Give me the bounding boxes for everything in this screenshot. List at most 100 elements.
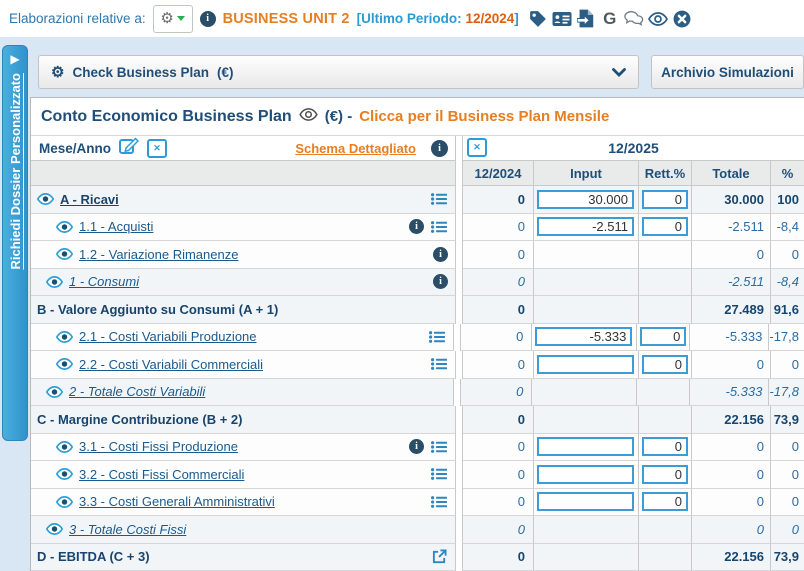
row-label[interactable]: 3.3 - Costi Generali Amministrativi — [79, 494, 275, 510]
rett-field[interactable] — [642, 354, 688, 374]
row-visibility-eye-icon[interactable] — [56, 440, 73, 453]
row-info-icon[interactable]: i — [409, 439, 424, 455]
monthly-plan-link[interactable]: Clicca per il Business Plan Mensile — [359, 108, 610, 125]
row-values: 0 -5.333-17,8 — [460, 378, 804, 406]
input-cell — [534, 406, 639, 434]
row-label[interactable]: A - Ricavi — [60, 191, 119, 207]
rett-field[interactable] — [642, 492, 688, 512]
row-list-icon[interactable] — [431, 440, 447, 453]
input-field[interactable] — [537, 189, 634, 209]
row-visibility-eye-icon[interactable] — [56, 220, 73, 233]
row-list-icon[interactable] — [431, 495, 447, 508]
row-list-icon[interactable] — [431, 358, 447, 371]
totale-value: -2.511 — [692, 268, 771, 296]
business-plan-card: Conto Economico Business Plan (€) - Clic… — [30, 97, 804, 571]
google-icon[interactable]: G — [600, 9, 620, 29]
tag-icon[interactable] — [528, 9, 548, 29]
row-visibility-eye-icon[interactable] — [56, 358, 73, 371]
input-field[interactable] — [535, 327, 633, 347]
row-label[interactable]: 1.1 - Acquisti — [79, 219, 154, 235]
close-period-icon[interactable]: ✕ — [467, 138, 487, 157]
row-label[interactable]: 2.2 - Costi Variabili Commerciali — [79, 356, 263, 372]
prev-period-value: 0 — [463, 433, 534, 461]
table-header-row-2: 12/2024 Input Rett.% Totale % — [31, 161, 804, 186]
prev-period-value: 0 — [463, 241, 534, 269]
totale-value: 0 — [692, 241, 771, 269]
chat-icon[interactable] — [624, 9, 644, 29]
input-field[interactable] — [537, 437, 634, 457]
input-field[interactable] — [537, 217, 634, 237]
row-visibility-eye-icon[interactable] — [46, 523, 63, 536]
rett-field[interactable] — [642, 464, 688, 484]
input-cell — [534, 351, 639, 379]
row-label[interactable]: 3 - Totale Costi Fissi — [69, 521, 187, 537]
row-visibility-eye-icon[interactable] — [46, 385, 63, 398]
external-link-icon[interactable] — [432, 549, 447, 564]
percent-value: -8,4 — [771, 268, 804, 296]
row-list-icon[interactable] — [431, 193, 447, 206]
clear-column-icon[interactable]: ✕ — [147, 138, 168, 158]
file-export-icon[interactable] — [576, 9, 596, 29]
table-row: C - Margine Contribuzione (B + 2) 0 22.156… — [31, 406, 804, 434]
schema-info-icon[interactable]: i — [431, 139, 448, 157]
row-label[interactable]: 3.2 - Costi Fissi Commerciali — [79, 466, 245, 482]
row-visibility-eye-icon[interactable] — [56, 248, 73, 261]
schema-dettagliato-link[interactable]: Schema Dettagliato — [295, 140, 416, 156]
row-label[interactable]: 2.1 - Costi Variabili Produzione — [79, 329, 257, 345]
rett-cell — [639, 543, 692, 571]
column-header-percent: % — [771, 161, 804, 186]
row-list-icon[interactable] — [431, 468, 447, 481]
title-eye-icon[interactable] — [299, 107, 318, 126]
input-cell — [534, 296, 639, 324]
row-info-icon[interactable]: i — [409, 219, 424, 235]
input-field[interactable] — [537, 492, 634, 512]
row-visibility-eye-icon[interactable] — [56, 495, 73, 508]
id-card-icon[interactable] — [552, 9, 572, 29]
rett-field[interactable] — [642, 437, 688, 457]
input-cell — [534, 241, 639, 269]
table-row: 1.2 - Variazione Rimanenze i 0 0 0 — [31, 241, 804, 269]
row-visibility-eye-icon[interactable] — [37, 193, 54, 206]
row-label[interactable]: 1 - Consumi — [69, 274, 140, 290]
corner-header-label: Mese/Anno — [39, 140, 112, 156]
row-info-icon[interactable]: i — [433, 246, 448, 262]
edit-icon[interactable] — [119, 137, 140, 159]
dossier-side-tab[interactable]: ▶ Richiedi Dossier Personalizzato — [2, 45, 28, 441]
row-list-icon[interactable] — [429, 330, 446, 343]
percent-value: 0 — [771, 516, 804, 544]
rett-field[interactable] — [640, 327, 687, 347]
table-row: 1 - Consumi i 0 -2.511 -8,4 — [31, 268, 804, 296]
row-visibility-eye-icon[interactable] — [56, 330, 73, 343]
eye-icon[interactable] — [647, 9, 668, 29]
row-label[interactable]: 2 - Totale Costi Variabili — [69, 384, 206, 400]
close-icon[interactable] — [672, 9, 692, 29]
rett-cell — [639, 296, 692, 324]
row-info-icon[interactable]: i — [433, 274, 448, 290]
input-field[interactable] — [537, 464, 634, 484]
row-visibility-eye-icon[interactable] — [56, 468, 73, 481]
input-cell — [534, 488, 639, 516]
period-header-label: 12/2025 — [608, 140, 659, 156]
plan-selector-dropdown[interactable]: ⚙ Check Business Plan (€) — [38, 55, 639, 89]
row-label[interactable]: 3.1 - Costi Fissi Produzione — [79, 439, 238, 455]
rett-field[interactable] — [642, 189, 688, 209]
input-cell — [532, 323, 638, 351]
row-label-cell: 3.1 - Costi Fissi Produzione i — [31, 433, 456, 461]
input-cell — [534, 268, 639, 296]
info-icon[interactable]: i — [199, 10, 216, 27]
row-visibility-eye-icon[interactable] — [46, 275, 63, 288]
archive-simulations-button[interactable]: Archivio Simulazioni — [651, 55, 804, 89]
settings-dropdown-button[interactable]: ⚙ — [152, 4, 193, 33]
row-list-icon[interactable] — [431, 220, 447, 233]
row-values: 0 -2.511-8,4 — [462, 268, 804, 296]
row-label[interactable]: 1.2 - Variazione Rimanenze — [79, 246, 239, 262]
row-label-cell: 2.2 - Costi Variabili Commerciali — [31, 351, 456, 379]
input-field[interactable] — [537, 354, 634, 374]
row-label-cell: 2 - Totale Costi Variabili — [31, 378, 455, 406]
row-label: C - Margine Contribuzione (B + 2) — [37, 411, 243, 427]
percent-value: -17,8 — [769, 323, 804, 351]
title-currency: (€) - — [324, 108, 353, 125]
rett-field[interactable] — [642, 217, 688, 237]
